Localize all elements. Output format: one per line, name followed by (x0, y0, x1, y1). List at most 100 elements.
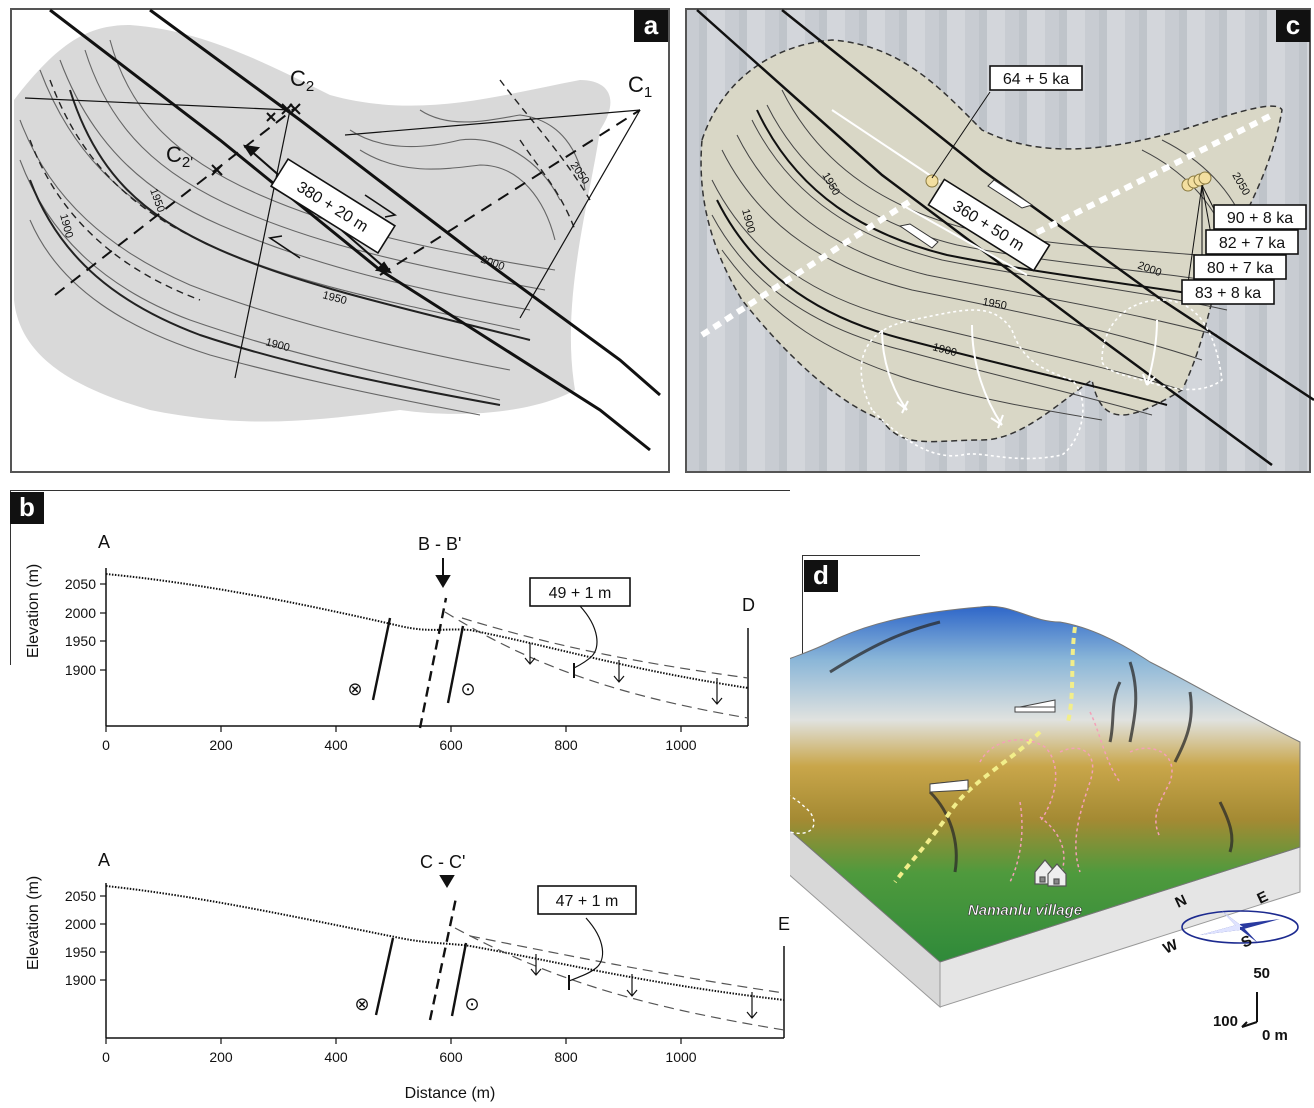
profile-1-xtick-800: 800 (554, 737, 578, 753)
profile-2-ytick-1950: 1950 (65, 944, 96, 960)
terrain-ridges (829, 620, 1234, 873)
panel-b-side-rule (10, 490, 11, 665)
profile-2-section-arrow (439, 875, 455, 888)
panel-c-slip-arrows (898, 179, 1034, 249)
panel-d-block: Namanlu village N E S W 50 100 0 m (790, 605, 1301, 1044)
offset-label-box (269, 157, 397, 255)
profile-1-xtick-0: 0 (102, 737, 110, 753)
profile-1-offset-label: 49 + 1 m (549, 585, 612, 602)
sample-markers (211, 103, 301, 176)
contour-lines (19, 39, 586, 416)
panel-d-slip-arrows (929, 699, 1056, 793)
age-box-82 (1205, 229, 1299, 255)
profile-2-ytick-2050: 2050 (65, 888, 96, 904)
age-label-64: 64 + 5 ka (1003, 71, 1069, 88)
panel-c-faults (696, 9, 1314, 467)
secondary-slides (860, 299, 1223, 460)
profile-2-offset-label: 47 + 1 m (556, 893, 619, 910)
age-label-83: 83 + 8 ka (1195, 285, 1261, 302)
panel-c-offset-box (927, 178, 1051, 272)
profile-1-ytick-2050: 2050 (65, 576, 96, 592)
profile-1-ytick-1950: 1950 (65, 633, 96, 649)
profile-2-into-symbol: ⊗ (354, 994, 369, 1014)
slip-arrows (267, 194, 398, 259)
profile-2-movement-arrows (530, 954, 758, 1019)
age-box-80 (1193, 254, 1287, 280)
profile-2-xtick-600: 600 (439, 1049, 463, 1065)
scale-bar (1241, 992, 1258, 1028)
profile-2: A E C - C' Elevation (m) 2050 2000 1950 (25, 850, 790, 1065)
panel-a-frame (10, 8, 670, 473)
scale-horizontal-label: 100 (1213, 1013, 1238, 1030)
panel-b-profiles: A D B - B' Elevation (m) 2050 2000 1950 (25, 532, 790, 1102)
profile-2-failure-plane-upper (469, 935, 785, 994)
profile-1-ytick-1900: 1900 (65, 662, 96, 678)
scale-origin-label: 0 m (1262, 1027, 1288, 1044)
profile-2-xtick-800: 800 (554, 1049, 578, 1065)
profile-1-section-arrow (435, 558, 451, 588)
profile-1-start: A (98, 532, 110, 552)
profile-2-offset-box (537, 885, 637, 915)
profile-2-section: C - C' (420, 852, 465, 872)
profile-2-xtick-200: 200 (209, 1049, 233, 1065)
panel-c-frame (685, 8, 1311, 473)
compass-s: S (1239, 932, 1255, 952)
age-box-90 (1213, 204, 1307, 230)
profile-1-failure-plane-upper (461, 617, 749, 679)
terrain-surface (790, 605, 1301, 963)
profile-2-start: A (98, 850, 110, 870)
profile-2-ytick-1900: 1900 (65, 972, 96, 988)
scale-vertical-label: 50 (1253, 965, 1270, 982)
profile-1-out-symbol: ⊙ (460, 679, 475, 699)
profile-1: A D B - B' Elevation (m) 2050 2000 1950 (25, 532, 755, 753)
panel-d: d (790, 552, 1314, 1108)
profile-2-axes (105, 883, 785, 1039)
profile-1-ylabel: Elevation (m) (25, 564, 42, 658)
contour-lines-dashed (29, 79, 591, 301)
panel-b-tag: b (10, 492, 44, 524)
profile-2-failure-plane (454, 927, 785, 1031)
panel-a-tag: a (634, 10, 668, 42)
panel-b-top-rule (10, 490, 790, 491)
panel-c-offset-arrow (831, 109, 1028, 276)
panel-c-offset-line (700, 112, 1274, 338)
profile-1-into-symbol: ⊗ (347, 679, 362, 699)
compass-w: W (1161, 936, 1182, 958)
profile-1-section: B - B' (418, 534, 461, 554)
panel-d-offset-line (893, 626, 1077, 884)
age-box-64 (989, 65, 1083, 91)
c-contour-1950-s: 1950 (981, 296, 1007, 312)
age-label-90: 90 + 8 ka (1227, 210, 1293, 227)
profile-2-xticks (105, 1038, 682, 1044)
profile-1-faults (371, 597, 465, 729)
profile-2-yticks (100, 895, 106, 981)
profile-2-offset-leader (568, 917, 604, 982)
profile-1-xtick-200: 200 (209, 737, 233, 753)
profile-1-movement-arrows (524, 643, 723, 705)
panel-c: 64 + 5 ka 90 + 8 ka 82 + 7 ka 80 + 7 ka … (682, 0, 1314, 475)
panel-b-xlabel: Distance (m) (405, 1085, 496, 1102)
village-icon (1034, 859, 1067, 887)
panel-c-map: 64 + 5 ka 90 + 8 ka 82 + 7 ka 80 + 7 ka … (696, 9, 1314, 467)
compass-icon (1181, 910, 1299, 944)
age-box-83 (1181, 279, 1275, 305)
c2-label: C2 (290, 66, 314, 95)
contour-lines-bold (29, 89, 531, 406)
profile-1-offset-box (529, 577, 631, 607)
profile-1-surface (105, 573, 749, 689)
age-label-80: 80 + 7 ka (1207, 260, 1273, 277)
profile-1-ytick-2000: 2000 (65, 605, 96, 621)
profile-2-faults (374, 897, 468, 1021)
panel-a-map: 380 + 20 m C1 C2 C2' 1950 1900 2050 2000… (14, 8, 661, 452)
offset-line (54, 107, 641, 296)
age-label-82: 82 + 7 ka (1219, 235, 1285, 252)
secondary-slide-arrows (881, 319, 1158, 429)
profile-2-xtick-400: 400 (324, 1049, 348, 1065)
panel-a: 380 + 20 m C1 C2 C2' 1950 1900 2050 2000… (0, 0, 672, 475)
profile-1-failure-plane (444, 611, 749, 719)
profile-2-ylabel: Elevation (m) (25, 876, 42, 970)
profile-2-surface (105, 885, 785, 1001)
profile-2-xtick-0: 0 (102, 1049, 110, 1065)
profile-1-xtick-600: 600 (439, 737, 463, 753)
panel-d-side-rule (802, 555, 803, 667)
